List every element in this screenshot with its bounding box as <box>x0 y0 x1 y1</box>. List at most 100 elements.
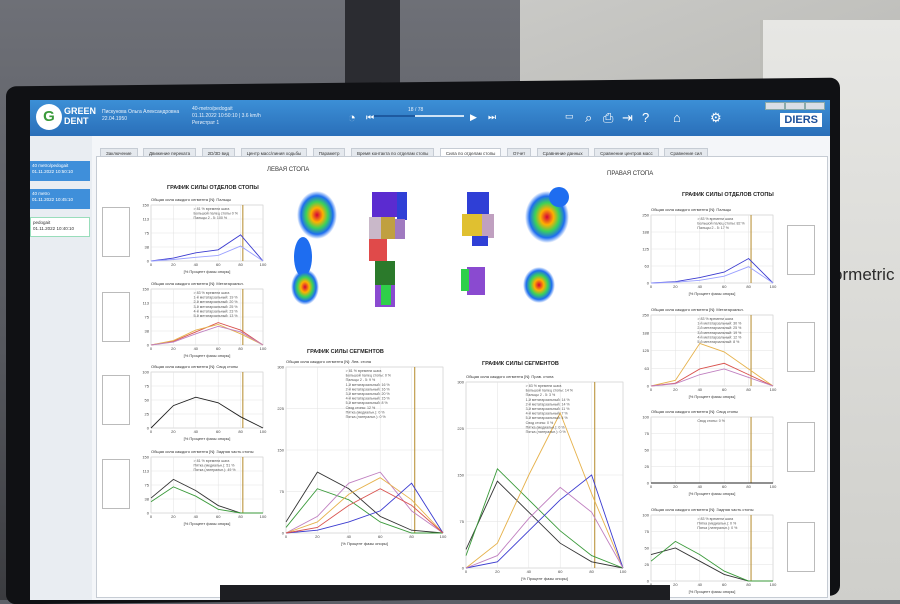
x-tick-label: 20 <box>171 346 176 351</box>
export-icon[interactable]: ⇥ <box>622 110 633 125</box>
x-tick-label: 60 <box>722 484 727 489</box>
y-tick-label: 225 <box>277 406 284 411</box>
x-tick-label: 60 <box>722 582 727 587</box>
legend-entry: 1-й метатарзальный: 19 % <box>194 296 239 300</box>
patient-name: Пискунова Ольга Александровна <box>102 109 180 115</box>
logo-line1: GREEN <box>64 106 97 116</box>
sidebar-item-label: 40 metro/pedogait <box>32 163 69 168</box>
chart-right-metatarsal: Общая сила каждого сегмента [N]: Метатар… <box>642 307 777 399</box>
series-line <box>150 234 264 262</box>
series-line <box>150 486 263 514</box>
y-tick-label: 113 <box>143 469 150 474</box>
legend-entry: Пятка (латеральн.): 0 % <box>697 526 738 530</box>
chart-left-arch: Общая сила каждого сегмента [N]: Свод ст… <box>142 364 267 441</box>
x-tick-label: 0 <box>150 514 153 519</box>
x-tick-label: 80 <box>746 387 751 392</box>
settings-icon[interactable]: ⚙ <box>710 110 722 125</box>
x-tick-label: 20 <box>673 284 678 289</box>
foot-toes-icon <box>102 207 130 257</box>
search-icon[interactable]: ⌕ <box>585 110 593 125</box>
legend-entry: 3-й метатарзальный: 19 % <box>697 331 742 335</box>
speed-icon[interactable]: ◔ <box>348 110 356 125</box>
x-tick-label: 60 <box>216 429 221 434</box>
legend-entry: 1-й метатарзальный: 16 % <box>346 383 391 387</box>
legend-entry: 5-й метатарзальный: 13 % <box>194 314 239 318</box>
foot-heel-icon <box>102 459 130 509</box>
step-back-icon[interactable]: ⏮ <box>366 112 375 122</box>
x-tick-label: 40 <box>698 284 703 289</box>
chart-right-toes: Общая сила каждого сегмента [N]: Пальцы 0… <box>642 207 777 296</box>
legend-entry: Пальцы 2 - 5: 9 % <box>346 378 376 382</box>
window-button-1[interactable] <box>765 102 785 110</box>
x-tick-label: 20 <box>171 429 176 434</box>
legend-entry: 5-й метатарзальный: 8 % <box>697 340 740 344</box>
x-tick-label: 100 <box>440 534 447 539</box>
chart-title: Общая сила каждого сегмента [N]: Метатар… <box>151 281 244 286</box>
sidebar-item-1[interactable]: 40 metro/pedogait 01.11.2022 10:50:10 <box>30 161 90 181</box>
home-icon[interactable]: ⌂ <box>673 110 681 125</box>
x-tick-label: 80 <box>238 346 243 351</box>
legend-entry: Свод стопы: 12 % <box>346 406 376 410</box>
x-tick-label: 0 <box>150 429 153 434</box>
play-icon[interactable]: ▶ <box>470 112 477 122</box>
x-tick-label: 80 <box>589 569 594 574</box>
legend-entry: 1-й метатарзальный: 14 % <box>526 398 571 402</box>
foot-arch-icon-right <box>787 422 815 472</box>
x-axis-label: [% Процент фазы опоры] <box>689 589 736 594</box>
foot-metatarsal-icon <box>102 292 130 342</box>
y-tick-label: 188 <box>642 230 649 235</box>
x-tick-label: 100 <box>260 514 267 519</box>
print-icon[interactable]: ⎙ <box>603 110 614 125</box>
legend-entry: Пальцы 2 - 5: 100 % <box>194 216 228 220</box>
x-tick-label: 0 <box>650 284 653 289</box>
x-tick-label: 0 <box>650 484 653 489</box>
report-icon[interactable]: ▭ <box>565 111 574 121</box>
y-tick-label: 0 <box>462 566 465 571</box>
series-line <box>150 245 264 262</box>
y-tick-label: 75 <box>145 315 150 320</box>
step-forward-icon[interactable]: ⏭ <box>488 112 497 122</box>
sidebar-item-3[interactable]: pedogait 01.11.2022 10:40:10 <box>30 217 90 237</box>
legend-entry: 3-й метатарзальный: 20 % <box>346 392 391 396</box>
y-tick-label: 0 <box>147 343 150 348</box>
foot-arch-icon <box>102 375 130 425</box>
window-close-button[interactable] <box>805 102 825 110</box>
sidebar-item-2[interactable]: 40 metro 01.11.2022 10:45:10 <box>30 189 90 209</box>
series-line <box>650 540 773 582</box>
playback-progress[interactable] <box>374 115 464 117</box>
series-line <box>285 471 444 534</box>
legend-entry: 5-й метатарзальный: 4 % <box>526 416 569 420</box>
legend-entry: Пятка (медиальн.): 0 % <box>346 410 386 414</box>
y-tick-label: 100 <box>142 370 149 375</box>
legend-entry: 2-й метатарзальный: 16 % <box>346 387 391 391</box>
background-pillar <box>345 0 400 95</box>
logo-text: GREEN DENT <box>64 106 100 126</box>
series-line <box>150 325 264 346</box>
chart-left-segments: Общая сила каждого сегмента [N]: Лев. ст… <box>277 359 447 546</box>
legend-entry: Пятка (медиальн.): 0 % <box>526 425 566 429</box>
y-tick-label: 63 <box>645 366 650 371</box>
x-tick-label: 100 <box>620 569 627 574</box>
legend-entry: Пятка (медиальн.): 51 % <box>194 464 236 468</box>
x-axis-label: [% Процент фазы опоры] <box>184 521 231 526</box>
x-tick-label: 40 <box>194 262 199 267</box>
y-tick-label: 25 <box>645 464 650 469</box>
x-tick-label: 60 <box>558 569 563 574</box>
x-axis-label: [% Процент фазы опоры] <box>689 291 736 296</box>
x-tick-label: 100 <box>770 284 777 289</box>
x-tick-label: 80 <box>238 514 243 519</box>
y-tick-label: 0 <box>647 281 650 286</box>
left-section-title: ГРАФИК СИЛЫ ОТДЕЛОВ СТОПЫ <box>167 185 259 191</box>
legend-entry: Свод стопы: 0 % <box>697 419 725 423</box>
y-tick-label: 50 <box>645 546 650 551</box>
y-tick-label: 75 <box>145 483 150 488</box>
x-tick-label: 60 <box>216 262 221 267</box>
legend-entry: 3-й метатарзальный: 25 % <box>194 305 239 309</box>
series-line <box>285 482 444 534</box>
help-icon[interactable]: ? <box>642 110 650 125</box>
y-tick-label: 113 <box>143 301 150 306</box>
window-button-2[interactable] <box>785 102 805 110</box>
x-tick-label: 40 <box>698 582 703 587</box>
foot-metatarsal-icon-right <box>787 322 815 372</box>
y-tick-label: 150 <box>142 287 149 292</box>
